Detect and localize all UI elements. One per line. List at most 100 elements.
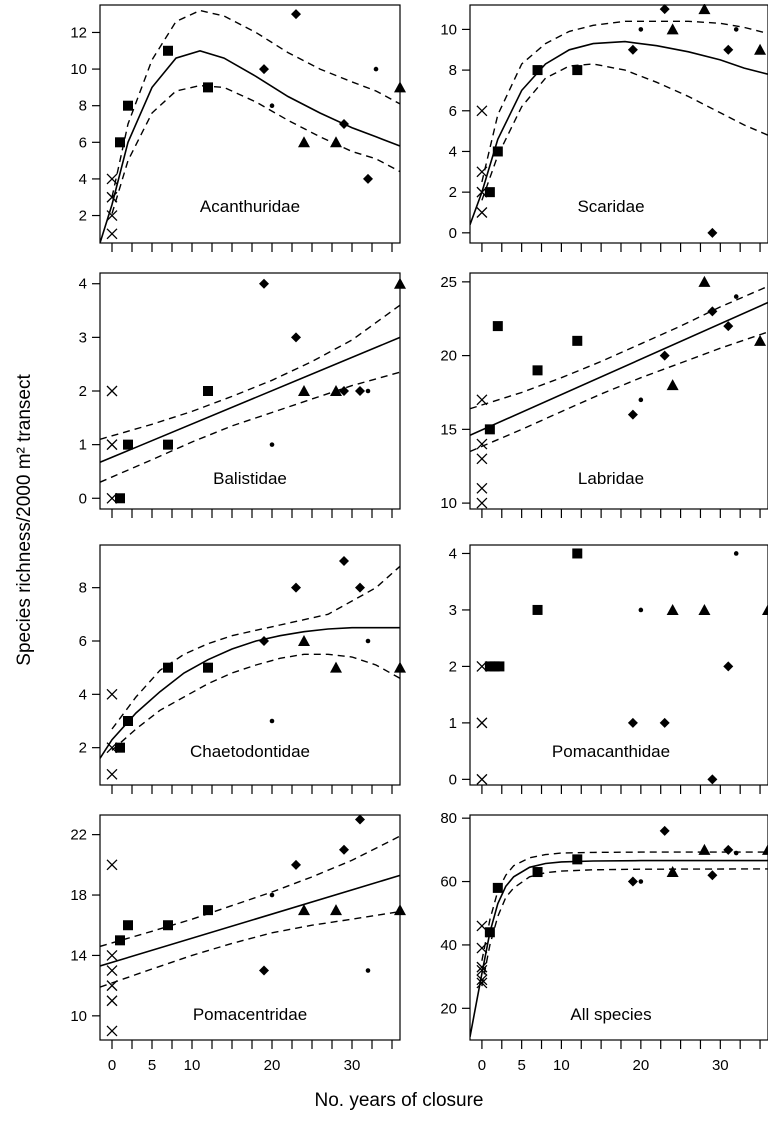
- point-triangle: [298, 635, 310, 646]
- point-square: [494, 661, 505, 672]
- point-square: [115, 935, 125, 946]
- point-dot: [365, 388, 371, 394]
- point-triangle: [754, 43, 767, 55]
- point-square: [532, 365, 543, 376]
- point-closed-0yr: [106, 949, 118, 961]
- point-triangle: [698, 4, 711, 15]
- point-diamond: [291, 9, 301, 20]
- ci-upper-line: [100, 835, 401, 948]
- point-square: [492, 882, 503, 893]
- y-tick-label: 1: [449, 715, 457, 732]
- y-tick-label: 2: [79, 740, 87, 757]
- point-square: [484, 424, 495, 435]
- point-dot: [269, 442, 275, 447]
- point-triangle: [666, 23, 679, 35]
- ci-lower-line: [111, 653, 401, 751]
- point-dot: [733, 551, 739, 556]
- point-dot: [269, 718, 275, 724]
- y-tick-label: 20: [440, 1000, 457, 1017]
- y-tick-label: 4: [79, 276, 87, 293]
- point-square: [572, 335, 583, 346]
- point-diamond: [363, 173, 373, 184]
- point-closed-0yr: [106, 688, 118, 700]
- panel-all-species: 20 40 60 80 0 5 10 20 30 All species: [440, 810, 768, 1074]
- point-diamond: [291, 582, 301, 593]
- point-closed-0yr: [106, 385, 118, 397]
- point-diamond: [627, 44, 638, 55]
- ci-upper-line: [470, 285, 768, 410]
- point-square: [123, 100, 133, 111]
- point-triangle: [298, 136, 310, 148]
- point-square: [203, 905, 213, 916]
- panel-frame: [469, 272, 768, 510]
- point-diamond: [723, 321, 734, 332]
- y-tick-label: 0: [79, 490, 87, 507]
- point-dot: [638, 397, 644, 403]
- x-tick-label: 10: [184, 1057, 201, 1074]
- point-square: [115, 493, 125, 504]
- point-dot: [365, 638, 371, 644]
- point-dot: [638, 879, 644, 884]
- fit-line: [100, 874, 401, 967]
- y-tick-label: 60: [440, 874, 457, 891]
- point-triangle: [298, 385, 310, 396]
- y-tick-label: 4: [79, 686, 87, 703]
- x-tick-label: 10: [553, 1057, 570, 1074]
- point-triangle: [330, 385, 342, 396]
- y-tick-label: 40: [440, 937, 457, 954]
- y-tick-label: 2: [449, 184, 457, 201]
- point-diamond: [627, 717, 638, 728]
- point-diamond: [659, 717, 670, 728]
- point-closed-0yr: [476, 453, 488, 465]
- point-square: [572, 854, 583, 865]
- y-tick-label: 1: [79, 437, 87, 454]
- panel-frame: [99, 814, 401, 1041]
- point-square: [123, 716, 133, 726]
- point-square: [572, 65, 583, 76]
- point-closed-0yr: [476, 717, 488, 729]
- y-tick-label: 8: [79, 580, 87, 597]
- point-diamond: [339, 556, 349, 566]
- point-square: [163, 439, 173, 450]
- point-triangle: [394, 904, 406, 916]
- point-diamond: [259, 636, 269, 646]
- y-tick-label: 0: [449, 771, 457, 788]
- point-dot: [733, 27, 739, 32]
- x-tick-label: 5: [517, 1057, 525, 1074]
- point-diamond: [707, 227, 718, 238]
- point-diamond: [707, 774, 718, 785]
- y-tick-label: 10: [70, 1008, 87, 1025]
- panel-label: All species: [570, 1005, 651, 1024]
- y-axis-title: Species richness/2000 m² transect: [14, 374, 35, 666]
- y-tick-label: 2: [79, 383, 87, 400]
- panel-chaetodontidae: 2 4 6 8 Chaetodontidae: [79, 544, 406, 794]
- point-triangle: [698, 843, 711, 855]
- point-closed-0yr: [476, 497, 488, 509]
- x-tick-label: 30: [344, 1057, 361, 1074]
- point-square: [203, 662, 213, 673]
- point-closed-0yr: [106, 173, 118, 185]
- ci-lower-line: [481, 868, 768, 987]
- point-square: [115, 137, 125, 148]
- panel-label: Labridae: [578, 469, 644, 488]
- fit-line: [100, 336, 401, 464]
- x-tick-label: 0: [478, 1057, 486, 1074]
- point-square: [572, 548, 583, 559]
- point-closed-0yr: [476, 438, 488, 450]
- point-closed-0yr: [106, 228, 118, 240]
- point-square: [123, 920, 133, 931]
- point-diamond: [259, 64, 269, 75]
- point-closed-0yr: [476, 977, 488, 989]
- y-tick-label: 8: [449, 62, 457, 79]
- point-dot: [638, 27, 644, 32]
- y-tick-label: 6: [79, 134, 87, 151]
- y-tick-label: 8: [79, 98, 87, 115]
- point-square: [123, 439, 133, 450]
- point-closed-0yr: [476, 482, 488, 494]
- panel-label: Pomacanthidae: [552, 742, 670, 761]
- panel-frame: [469, 544, 768, 786]
- x-tick-label: 20: [264, 1057, 281, 1074]
- point-dot: [365, 968, 371, 973]
- point-diamond: [291, 332, 301, 343]
